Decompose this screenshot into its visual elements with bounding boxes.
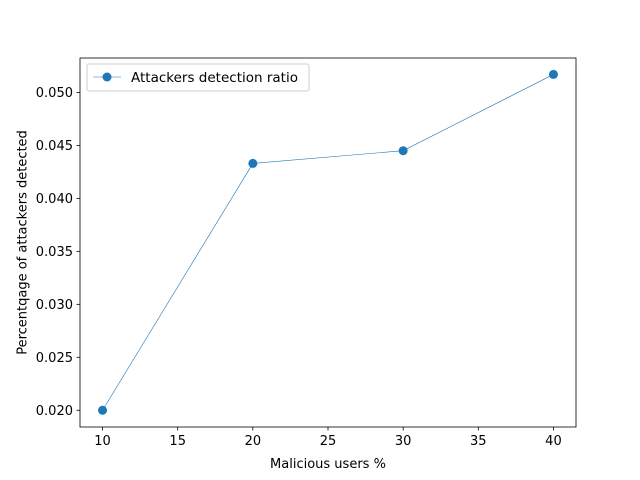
y-tick-label: 0.050 [36, 86, 73, 101]
legend: Attackers detection ratio [86, 63, 310, 92]
data-point [398, 146, 408, 156]
x-tick-label: 20 [245, 434, 262, 449]
y-axis-ticks: 0.020 0.025 0.030 0.035 0.040 0.045 0.050 [36, 86, 80, 419]
series-layer [98, 69, 558, 415]
x-tick-label: 15 [169, 434, 186, 449]
data-point [248, 158, 258, 168]
y-tick-label: 0.040 [36, 192, 73, 207]
x-tick-label: 10 [94, 434, 111, 449]
legend-box [86, 63, 310, 92]
y-tick-label: 0.045 [36, 139, 73, 154]
y-axis-label: Percentqage of attackers detected [16, 130, 31, 355]
plot-frame [79, 57, 577, 428]
data-point [98, 405, 108, 415]
x-tick-label: 30 [395, 434, 412, 449]
x-tick-label: 35 [470, 434, 487, 449]
plot-area [80, 58, 576, 427]
y-tick-label: 0.030 [36, 298, 73, 313]
y-tick-label: 0.020 [36, 404, 73, 419]
x-tick-label: 40 [545, 434, 562, 449]
series-line [102, 74, 554, 411]
legend-marker-swatch [102, 72, 112, 82]
x-axis-ticks: 10 15 20 25 30 35 40 [94, 427, 562, 449]
legend-entry-label: Attackers detection ratio [131, 70, 298, 86]
y-tick-label: 0.025 [36, 351, 73, 366]
x-axis-label: Malicious users % [270, 457, 386, 472]
y-tick-label: 0.035 [36, 245, 73, 260]
data-point [548, 69, 558, 79]
x-tick-label: 25 [320, 434, 337, 449]
